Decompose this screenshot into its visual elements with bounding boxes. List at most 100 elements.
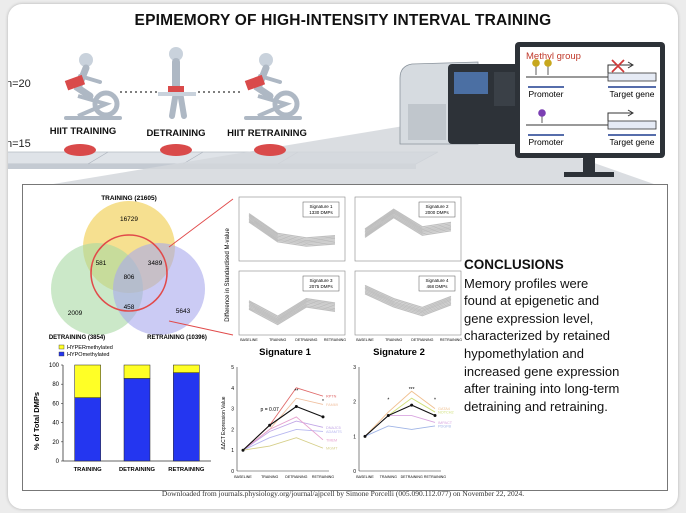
target-gene-box-2 [607,120,657,130]
venn-value-de-re: 458 [124,304,135,311]
venn-label-detraining: DETRAINING (3854) [49,335,105,341]
gene-line-gata4 [364,390,436,437]
gene-ytick: 4 [231,386,234,392]
gene-xtick: TRAINING [261,475,278,479]
gene-line-dnajc5 [242,420,324,451]
venn-label-retraining: RETRAINING (10396) [147,335,207,341]
signature-trace [364,209,452,231]
gene-label: PDGFB [438,424,452,428]
gene-xtick: RETRAINING [312,475,334,479]
signature-1-title: Signature 1 [259,347,311,358]
signature-cell-title: Signature 3 [309,278,333,283]
gene-mean-point [410,403,414,407]
venn-value-detraining-only: 2009 [68,310,83,317]
gene-label: FAM69 [326,403,338,407]
signature-xtick: RETRAINING [324,338,346,342]
download-footer: Downloaded from journals.physiology.org/… [161,489,525,498]
bar-category-label: RETRAINING [168,467,205,473]
signature-cell-title: Signature 2 [425,204,449,209]
gene-mean-point [294,405,298,409]
gene-expression-signature-1: Signature 1 ΔΔCT Expression Value 0 1 2 3 4 5… [221,347,342,479]
signature-cell-label-box [302,275,340,292]
conclusion-line: Memory profiles were [464,275,589,291]
gene-annotation: * [387,398,389,404]
gene-ytick: 3 [353,365,356,371]
conclusion-line: after training into long-term [464,381,620,397]
signature-trace [248,302,336,322]
signature-cell-label-box [418,275,456,292]
blocked-cross-icon [611,59,625,73]
venn-value-retraining-only: 5643 [176,308,191,315]
signature-xtick: BASELINE [240,338,258,342]
gene-line-tmem [242,416,324,451]
cyclist-icon-2 [244,53,302,120]
gene-ytick: 2 [353,400,356,406]
phase-label-training: HIIT TRAINING [49,126,117,137]
gene-ytick: 0 [231,469,234,475]
gene-mean-point [321,415,325,419]
conclusions-heading: CONCLUSIONS [464,257,564,272]
gene-xtick: DETRAINING [285,475,307,479]
signature-cell-title: Signature 4 [425,278,449,283]
bar-hyper-detraining [123,364,151,379]
gene-label: MGMT [326,447,338,451]
bar-chart-ylabel: % of Total DMPs [32,392,41,450]
methyl-dot-low [538,109,546,117]
methyl-group-label: Methyl group [526,51,581,62]
signature-trace [364,215,452,237]
signature-trace [364,286,452,310]
muscle-biopsy-3 [254,144,286,156]
signature-trace [248,306,336,326]
signature-trace [248,297,336,317]
gene-line-mean [364,404,436,437]
signature-cell-label-box [418,201,456,218]
signature-trace [364,212,452,234]
venn-value-tr-re: 3489 [148,260,163,267]
signature-1-ylabel: ΔΔCT Expression Value [221,396,227,449]
signature-trace [248,213,336,239]
gene-annotation: * [322,399,324,405]
signature-trace [248,217,336,243]
gene-mean-point [433,414,437,418]
gene-annotation: p = 0.07 [261,407,279,413]
bar-hypo-detraining [123,378,151,462]
bar-ytick: 80 [52,382,59,388]
signature-trace [364,211,452,233]
gene-label: GATA4 [438,407,450,411]
conclusion-line: hypomethylation and [464,345,584,361]
standing-person-icon [158,47,196,119]
methyl-dot-2 [544,59,552,67]
conclusion-line: detraining and retraining. [464,398,608,414]
signature-trace [248,221,336,247]
gene-label: DNAJC5 [326,426,341,430]
promoter-label-2: Promoter [529,137,564,147]
bar-ytick: 40 [52,421,59,427]
signature-trace [364,284,452,309]
conclusions-block: CONCLUSIONS Memory profiles were found at… [464,256,664,415]
muscle-biopsy-2 [160,144,192,156]
target-gene-box-1 [607,72,657,82]
graphical-abstract: EPIMEMORY OF HIGH-INTENSITY INTERVAL TRA… [8,4,678,509]
signature-cell-count: 2000 DMPs [425,210,449,215]
phase-label-retraining: HIIT RETRAINING [227,128,307,139]
signature-xtick: TRAINING [385,338,402,342]
gene-xtick: DETRAINING [401,475,423,479]
gene-annotation: * [434,398,436,404]
promoter-label-1: Promoter [529,89,564,99]
bar-ytick: 20 [52,440,59,446]
bar-category-label: DETRAINING [119,467,156,473]
venn-diagram: TRAINING (21605) 16729 581 3489 806 2009… [49,195,207,341]
phase-label-detraining: DETRAINING [146,128,206,139]
venn-highlight-ring [90,234,168,312]
signature-cell-count: 468 DMPs [426,284,448,289]
signature-trace [364,287,452,311]
gene-line-mgmt [242,437,324,451]
gene-label: ADAMTS [326,430,342,434]
bar-ytick: 60 [52,401,59,407]
signature-trace [364,291,452,316]
muscle-biopsy-1 [64,144,96,156]
gene-line-mean [242,405,324,451]
signature-trace [364,289,452,313]
target-gene-label-2: Target gene [610,137,655,147]
signature-cell-count: 2075 DMPs [309,284,333,289]
